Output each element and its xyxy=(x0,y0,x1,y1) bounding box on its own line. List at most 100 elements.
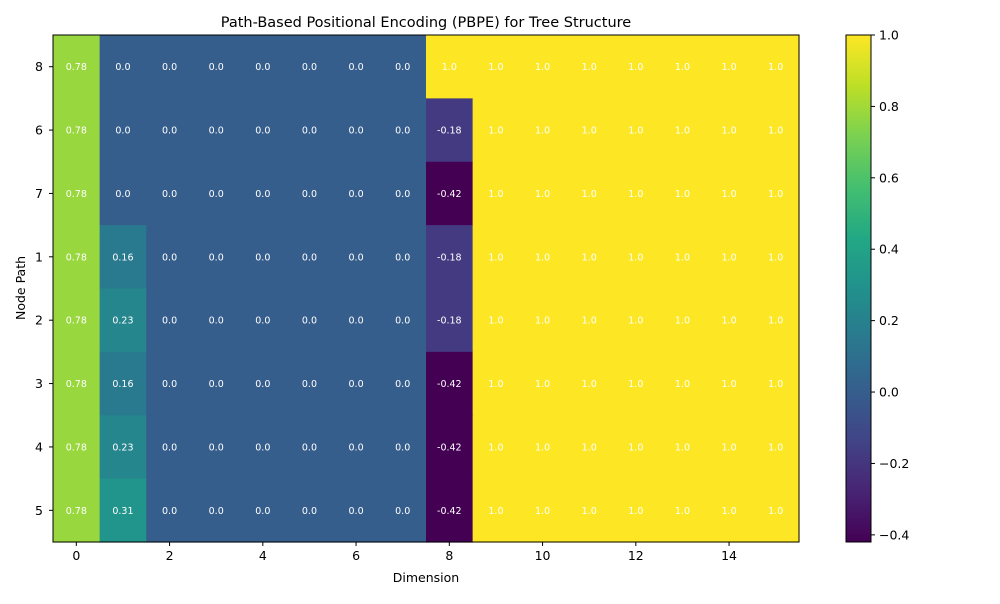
heatmap-cell xyxy=(99,415,147,480)
cell-value-label: -0.42 xyxy=(437,189,462,200)
heatmap-cell xyxy=(565,161,614,226)
heatmap-cell xyxy=(379,225,427,290)
heatmap-cell xyxy=(53,35,101,99)
cell-value-label: 0.0 xyxy=(255,442,270,453)
cell-value-label: 0.0 xyxy=(395,316,410,327)
heatmap-cell xyxy=(239,288,287,353)
heatmap-cell xyxy=(99,351,147,416)
cell-value-label: 0.0 xyxy=(209,442,224,453)
heatmap-cell xyxy=(192,98,241,163)
x-tick-label: 4 xyxy=(259,548,267,563)
heatmap-cell xyxy=(379,288,427,353)
heatmap-cell xyxy=(612,351,660,416)
heatmap-cell xyxy=(659,35,707,99)
heatmap-cell xyxy=(332,351,380,416)
heatmap-cell xyxy=(472,415,520,480)
cell-value-label: -0.18 xyxy=(437,252,462,263)
heatmap-cell xyxy=(332,35,380,99)
heatmap-cell xyxy=(332,415,380,480)
heatmap-cell xyxy=(239,98,287,163)
heatmap-cell xyxy=(565,288,614,353)
cell-value-label: 1.0 xyxy=(535,316,550,327)
heatmap-cell xyxy=(379,351,427,416)
cell-value-label: 0.0 xyxy=(209,506,224,517)
heatmap-cell xyxy=(286,35,334,99)
cell-value-label: 0.31 xyxy=(112,506,133,517)
heatmap-cell xyxy=(472,98,520,163)
heatmap-cell xyxy=(705,288,753,353)
cell-value-label: 0.0 xyxy=(209,316,224,327)
cell-value-label: 0.0 xyxy=(302,442,317,453)
cell-value-label: 1.0 xyxy=(675,62,690,73)
heatmap-cell xyxy=(192,225,241,290)
cell-value-labels: 0.78 0.0 0.0 0.0 0.0 0.0 0.0 0.0 1.0 1.0 1.0 1.0 1.0… xyxy=(66,62,784,517)
cell-value-label: 0.0 xyxy=(255,126,270,137)
colorbar-tick-label: −0.2 xyxy=(879,456,909,471)
heatmap-cell xyxy=(239,478,287,543)
cell-value-label: 1.0 xyxy=(488,62,503,73)
cell-value-label: 0.78 xyxy=(66,126,87,137)
heatmap-cell xyxy=(146,478,194,543)
cell-value-label: 0.0 xyxy=(395,126,410,137)
heatmap-cell xyxy=(332,478,380,543)
cell-value-label: 0.0 xyxy=(115,126,130,137)
cell-value-label: 0.78 xyxy=(66,316,87,327)
heatmap-cell xyxy=(472,351,520,416)
cell-value-label: 1.0 xyxy=(675,442,690,453)
cell-value-label: 1.0 xyxy=(488,316,503,327)
cell-value-label: 0.0 xyxy=(162,62,177,73)
heatmap-cell xyxy=(99,478,147,543)
y-tick-label: 7 xyxy=(35,186,43,201)
cell-value-label: 0.0 xyxy=(349,189,364,200)
heatmap-cell xyxy=(705,415,753,480)
cell-value-label: 0.0 xyxy=(162,316,177,327)
heatmap-cell xyxy=(519,288,567,353)
cell-value-label: 1.0 xyxy=(582,252,597,263)
cell-value-label: 1.0 xyxy=(582,126,597,137)
cell-value-label: 1.0 xyxy=(582,62,597,73)
heatmap-cell xyxy=(426,98,474,163)
cell-value-label: 1.0 xyxy=(675,506,690,517)
x-tick-label: 10 xyxy=(535,548,551,563)
y-tick-label: 2 xyxy=(35,313,43,328)
heatmap-cell xyxy=(519,225,567,290)
heatmap-cell xyxy=(752,478,800,543)
cell-value-label: 0.16 xyxy=(112,379,133,390)
cell-value-label: 0.78 xyxy=(66,252,87,263)
x-axis: 0 2 4 6 8 10 12 14 xyxy=(72,542,737,563)
heatmap-cell xyxy=(612,161,660,226)
cell-value-label: 0.0 xyxy=(115,189,130,200)
cell-value-label: 0.78 xyxy=(66,379,87,390)
heatmap-cell xyxy=(565,351,614,416)
heatmap-cell xyxy=(472,225,520,290)
heatmap-cell xyxy=(705,351,753,416)
cell-value-label: 1.0 xyxy=(768,379,783,390)
heatmap-cell xyxy=(332,288,380,353)
cell-value-label: 0.0 xyxy=(162,126,177,137)
heatmap-cell xyxy=(239,415,287,480)
heatmap-cell xyxy=(472,35,520,99)
cell-value-label: 1.0 xyxy=(628,252,643,263)
heatmap-cell xyxy=(659,478,707,543)
heatmap-cell xyxy=(659,161,707,226)
plot-frame xyxy=(52,34,800,543)
cell-value-label: 1.0 xyxy=(535,189,550,200)
cell-value-label: 1.0 xyxy=(675,316,690,327)
heatmap-cell xyxy=(705,98,753,163)
cell-value-label: 0.0 xyxy=(209,252,224,263)
heatmap-cell xyxy=(752,225,800,290)
x-tick-label: 0 xyxy=(72,548,80,563)
cell-value-label: 0.16 xyxy=(112,252,133,263)
heatmap-cell xyxy=(659,288,707,353)
heatmap-cell xyxy=(332,161,380,226)
heatmap-cell xyxy=(286,98,334,163)
heatmap-cell xyxy=(565,225,614,290)
heatmap-cell xyxy=(472,161,520,226)
cell-value-label: 0.0 xyxy=(349,252,364,263)
cell-value-label: 1.0 xyxy=(675,252,690,263)
cell-value-label: 1.0 xyxy=(488,252,503,263)
cell-value-label: 0.0 xyxy=(349,316,364,327)
cell-value-label: 1.0 xyxy=(488,189,503,200)
heatmap-cell xyxy=(752,35,800,99)
heatmap-cell xyxy=(286,351,334,416)
